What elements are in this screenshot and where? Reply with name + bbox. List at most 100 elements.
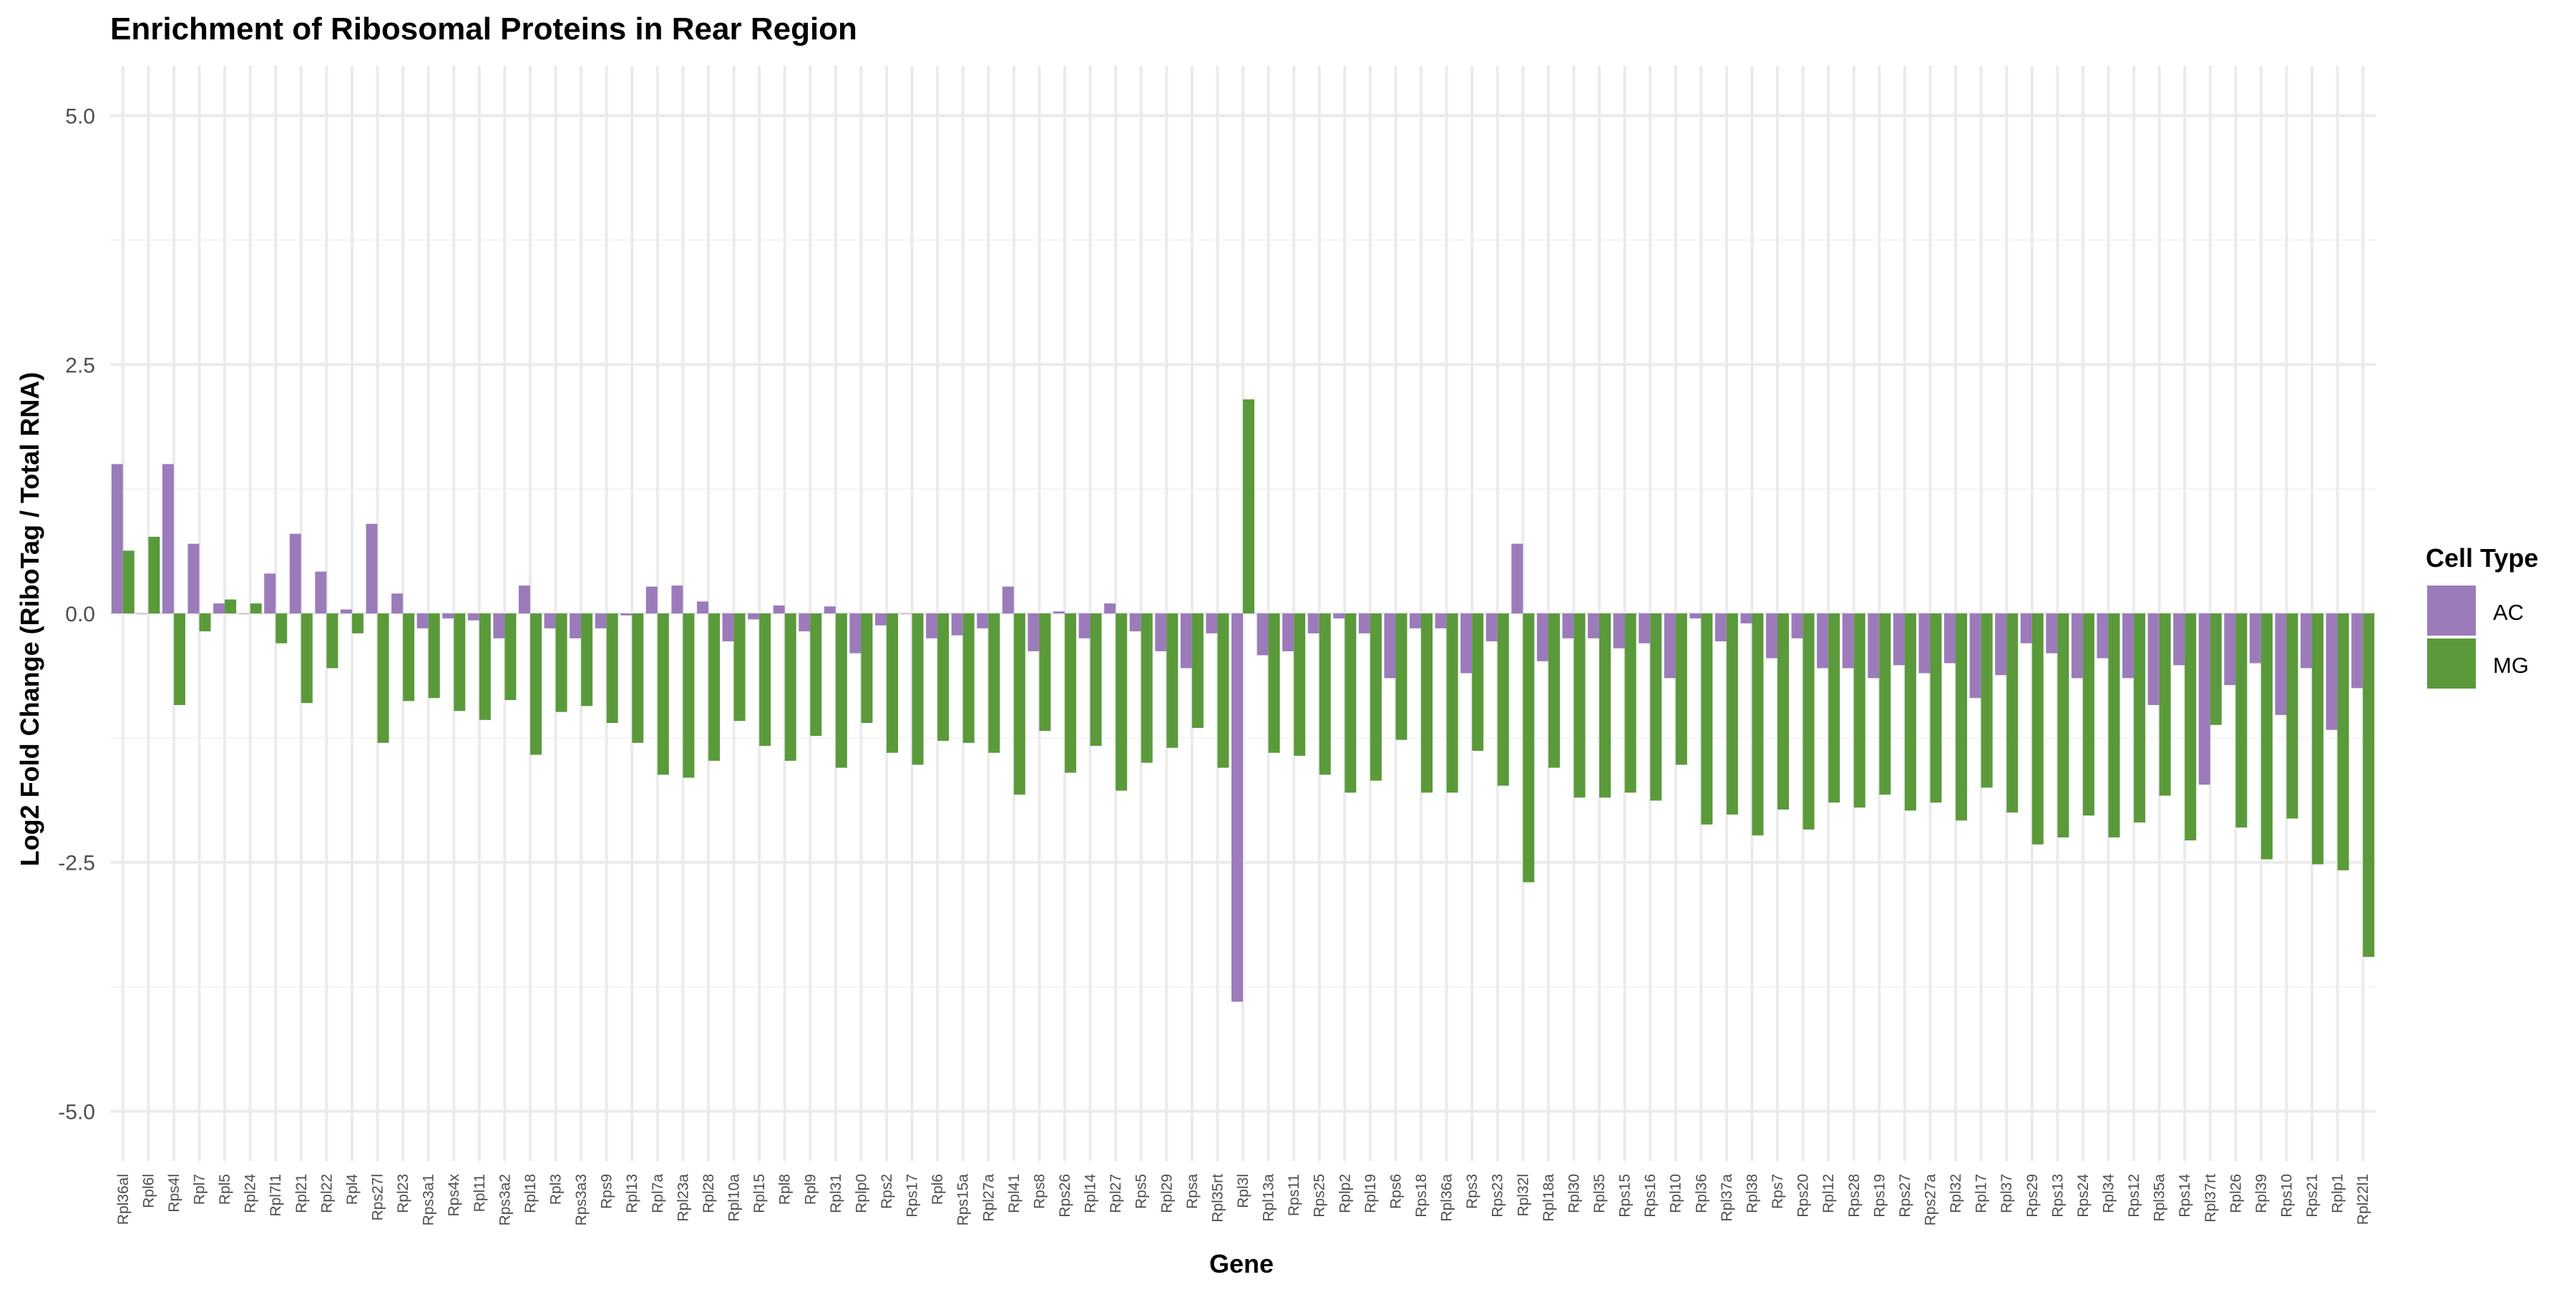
y-tick-label: 0.0 xyxy=(65,603,95,626)
x-tick-label: Rps18 xyxy=(1413,1174,1430,1218)
bar-ac-rps21 xyxy=(2301,613,2313,669)
bar-mg-rps9 xyxy=(606,613,618,723)
bar-mg-rps15a xyxy=(962,613,975,743)
bar-ac-rpl39 xyxy=(2249,613,2261,664)
bar-ac-rpl41 xyxy=(1002,586,1014,613)
bar-mg-rpl5 xyxy=(225,599,237,613)
bar-mg-rps20 xyxy=(1802,613,1815,830)
bar-mg-rpl35rt xyxy=(1217,613,1229,768)
x-tick-label: Rps23 xyxy=(1490,1174,1506,1218)
bar-mg-rpl9 xyxy=(810,613,822,737)
bar-ac-rps6 xyxy=(1384,613,1396,679)
x-tick-label: Rpl34 xyxy=(2101,1174,2117,1213)
x-tick-label: Rps11 xyxy=(1286,1174,1302,1216)
x-tick-label: Rps2 xyxy=(879,1174,895,1209)
bar-ac-rps9 xyxy=(595,613,607,628)
x-tick-label: Rpl13a xyxy=(1261,1174,1277,1222)
bar-mg-rpl27 xyxy=(1116,613,1128,791)
bar-mg-rps11 xyxy=(1294,613,1306,756)
bar-mg-rpl15 xyxy=(759,613,771,746)
bar-ac-rps5 xyxy=(1129,613,1141,632)
bar-mg-rps14 xyxy=(2185,613,2197,841)
bar-ac-rps27l xyxy=(366,523,378,613)
bar-ac-rps2 xyxy=(874,613,887,626)
x-tick-label: Rps8 xyxy=(1031,1174,1048,1209)
bar-mg-rpl35a xyxy=(2159,613,2171,796)
x-tick-label: Rpl18a xyxy=(1541,1174,1557,1222)
bar-ac-rps12 xyxy=(2122,613,2135,679)
x-tick-label: Rpl37a xyxy=(1719,1174,1735,1222)
x-tick-label: Rplp0 xyxy=(853,1174,869,1213)
bar-ac-rpl26 xyxy=(2224,613,2236,686)
legend-label-ac: AC xyxy=(2493,600,2524,625)
x-tick-label: Rpl11 xyxy=(472,1174,488,1212)
bar-ac-rpl14 xyxy=(1078,613,1091,638)
bar-ac-rpl19 xyxy=(1358,613,1370,633)
bar-mg-rpl24 xyxy=(250,603,262,613)
bar-mg-rpl6 xyxy=(937,613,950,742)
bar-mg-rps3a2 xyxy=(504,613,517,701)
bar-ac-rpl37a xyxy=(1714,613,1727,641)
bar-ac-rpl35rt xyxy=(1206,613,1218,633)
x-tick-label: Rps3 xyxy=(1464,1174,1480,1209)
bar-mg-rpl36al xyxy=(122,550,135,613)
bar-mg-rpl30 xyxy=(1574,613,1586,798)
x-tick-label: Rpl36al xyxy=(115,1174,132,1225)
x-tick-label: Rps19 xyxy=(1871,1174,1888,1218)
bar-ac-rps18 xyxy=(1410,613,1422,628)
bar-ac-rps16 xyxy=(1639,613,1651,643)
bar-ac-rpl30 xyxy=(1562,613,1574,638)
bar-mg-rps19 xyxy=(1879,613,1891,795)
bar-mg-rpl37rt xyxy=(2210,613,2222,725)
x-tick-label: Rps5 xyxy=(1133,1174,1150,1209)
x-tick-label: Rpl12 xyxy=(1820,1174,1837,1213)
bar-mg-rpl32l xyxy=(1523,613,1535,883)
bar-ac-rps28 xyxy=(1842,613,1854,669)
bar-mg-rpl18a xyxy=(1548,613,1560,768)
bar-mg-rpl27a xyxy=(988,613,1000,753)
bar-mg-rps23 xyxy=(1497,613,1509,786)
bar-ac-rpl37 xyxy=(1995,613,2007,676)
x-tick-label: Rpl36 xyxy=(1693,1174,1709,1213)
bar-ac-rpl8 xyxy=(773,605,785,613)
bar-ac-rps4l xyxy=(162,464,174,613)
bar-mg-rpl32 xyxy=(1956,613,1968,821)
bar-mg-rpl6l xyxy=(148,536,160,613)
x-tick-label: Rpl32 xyxy=(1948,1174,1964,1213)
x-tick-label: Rplp2 xyxy=(1337,1174,1353,1213)
bar-mg-rpl10 xyxy=(1675,613,1687,765)
y-axis-title: Log2 Fold Change (RiboTag / Total RNA) xyxy=(15,372,44,867)
bar-ac-rplp2 xyxy=(1333,613,1345,618)
bar-ac-rpl3l xyxy=(1231,613,1243,1002)
bar-mg-rps17 xyxy=(912,613,924,765)
bar-mg-rpl41 xyxy=(1013,613,1025,795)
legend: Cell Type AC MG xyxy=(2426,543,2538,689)
bar-mg-rpl26 xyxy=(2235,613,2248,828)
x-tick-label: Rps7 xyxy=(1770,1174,1786,1209)
bar-mg-rps3a3 xyxy=(581,613,593,706)
bar-mg-rpl10a xyxy=(733,613,746,722)
bar-ac-rps8 xyxy=(1028,613,1040,651)
bar-ac-rpl11 xyxy=(467,613,479,621)
x-tick-label: Rpl5 xyxy=(217,1174,233,1205)
x-tick-label: Rpl7 xyxy=(192,1174,208,1205)
bar-ac-rps26 xyxy=(1053,611,1065,613)
x-tick-label: Rps4l xyxy=(166,1174,182,1213)
x-tick-label: Rps13 xyxy=(2049,1174,2066,1218)
x-tick-label: Rps3a3 xyxy=(573,1174,590,1225)
x-tick-label: Rpl22 xyxy=(318,1174,335,1213)
bar-mg-rps15 xyxy=(1624,613,1636,793)
bar-ac-rps4x xyxy=(442,613,454,618)
x-tick-label: Rpl26 xyxy=(2228,1174,2244,1213)
x-tick-label: Rps15 xyxy=(1617,1174,1634,1218)
bar-ac-rpl9 xyxy=(799,613,811,632)
x-tick-label: Rps24 xyxy=(2075,1174,2092,1218)
bar-mg-rpl31 xyxy=(835,613,847,768)
x-tick-label: Rpl6l xyxy=(140,1174,157,1208)
bar-ac-rpl35a xyxy=(2147,613,2160,705)
bar-mg-rplp1 xyxy=(2337,613,2349,870)
x-tick-label: Rpl19 xyxy=(1362,1174,1379,1213)
legend-label-mg: MG xyxy=(2493,653,2529,678)
bar-mg-rpl22l1 xyxy=(2363,613,2375,957)
